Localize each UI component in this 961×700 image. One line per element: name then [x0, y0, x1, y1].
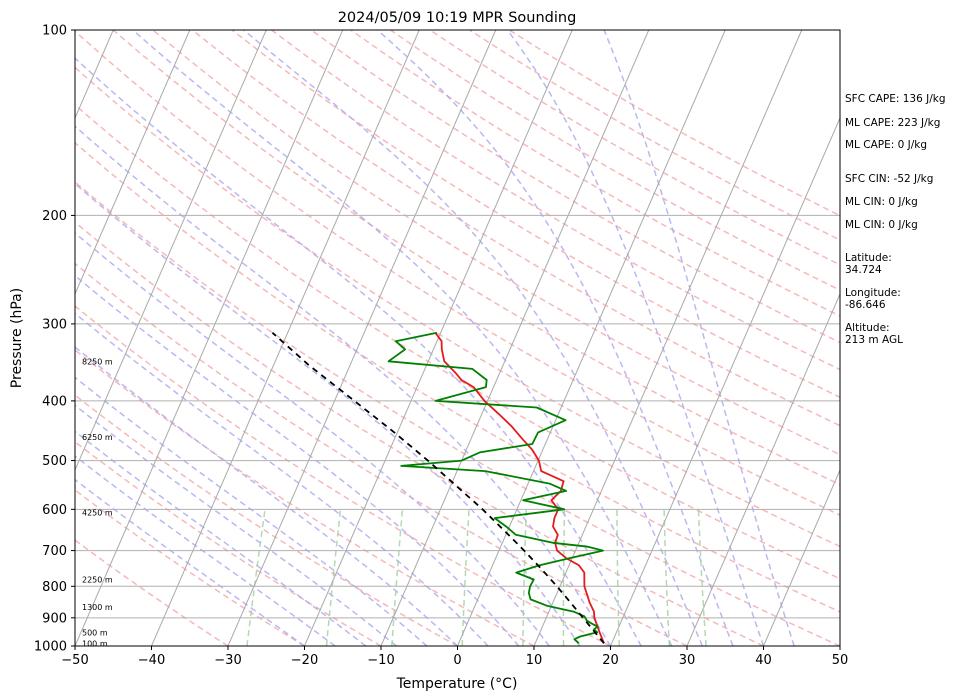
- moist-adiabat: [75, 430, 367, 646]
- sounding-parameters: SFC CAPE: 136 J/kg ML CAPE: 223 J/kg ML CA…: [845, 93, 946, 346]
- parameter-text: 213 m AGL: [845, 334, 903, 346]
- parameter-text: SFC CIN: -52 J/kg: [845, 173, 933, 185]
- y-axis-label: Pressure (hPa): [9, 288, 25, 388]
- parameter-text: ML CIN: 0 J/kg: [845, 219, 918, 231]
- dry-adiabat: [75, 181, 840, 646]
- height-label: 4250 m: [82, 508, 113, 517]
- isotherm: [380, 30, 650, 646]
- dry-adiabat: [75, 30, 840, 516]
- height-label: 500 m: [82, 628, 108, 637]
- y-tick-label: 400: [42, 394, 67, 409]
- sounding-profiles: [271, 331, 605, 644]
- dry-adiabat: [75, 348, 535, 646]
- y-tick-label: 300: [42, 317, 67, 332]
- moist-adiabat: [75, 346, 459, 646]
- y-tick-label: 200: [42, 209, 67, 224]
- dry-adiabat: [310, 30, 840, 344]
- parameter-text: ML CIN: 0 J/kg: [845, 196, 918, 208]
- dry-adiabat: [75, 66, 840, 548]
- temperature-profile: [434, 332, 605, 644]
- y-tick-label: 500: [42, 454, 67, 469]
- moist-adiabat: [75, 455, 336, 646]
- parameter-text: Latitude:: [845, 252, 892, 264]
- dewpoint-profile: [387, 331, 604, 644]
- x-tick-label: 30: [679, 653, 696, 668]
- height-label: 6250 m: [82, 433, 113, 442]
- y-tick-label: 1000: [34, 640, 67, 655]
- x-axis-label: Temperature (°C): [396, 676, 518, 692]
- chart-title: 2024/05/09 10:19 MPR Sounding: [338, 10, 577, 26]
- dry-adiabat: [152, 30, 840, 456]
- dry-adiabat: [75, 394, 458, 646]
- y-tick-label: 100: [42, 24, 67, 39]
- x-tick-label: 50: [832, 653, 849, 668]
- y-tick-label: 800: [42, 580, 67, 595]
- isotherm: [457, 30, 726, 646]
- moist-adiabat: [75, 57, 642, 646]
- parameter-text: ML CAPE: 223 J/kg: [845, 117, 940, 129]
- dry-adiabat: [75, 262, 688, 646]
- moist-adiabat: [75, 404, 397, 646]
- moist-adiabat: [506, 30, 765, 646]
- parcel-profile: [271, 332, 605, 644]
- moist-adiabat: [75, 376, 428, 646]
- parameter-text: ML CAPE: 0 J/kg: [845, 139, 927, 151]
- moist-adiabat: [75, 312, 489, 646]
- parameter-text: SFC CAPE: 136 J/kg: [845, 93, 946, 105]
- y-axis: 100 200 300 400 500 600 700 800 900 1000: [34, 24, 75, 655]
- x-axis: −50 −40 −30 −20 −10 0 10 20 30 40 50: [61, 646, 848, 668]
- x-tick-label: −50: [61, 653, 88, 668]
- dry-adiabat: [75, 489, 305, 646]
- isotherm: [686, 292, 840, 646]
- height-label: 100 m: [82, 639, 108, 648]
- y-tick-label: 600: [42, 503, 67, 518]
- isotherm: [610, 116, 840, 646]
- moist-adiabat: [75, 182, 581, 646]
- x-tick-label: −20: [291, 653, 318, 668]
- isotherm: [75, 30, 267, 472]
- x-tick-label: 40: [755, 653, 772, 668]
- y-tick-label: 700: [42, 544, 67, 559]
- y-tick-label: 900: [42, 611, 67, 626]
- dry-adiabat: [75, 103, 840, 580]
- x-tick-label: 0: [453, 653, 461, 668]
- height-label: 1300 m: [82, 603, 113, 612]
- x-tick-label: −10: [367, 653, 394, 668]
- moist-adiabat: [603, 30, 795, 646]
- height-labels: 100 m 500 m 1300 m 2250 m 4250 m 6250 m 8250 m: [82, 357, 113, 648]
- x-tick-label: −30: [214, 653, 241, 668]
- moist-adiabat: [75, 478, 305, 646]
- parameter-text: -86.646: [845, 299, 886, 311]
- moist-adiabat: [75, 232, 550, 646]
- parameter-text: Longitude:: [845, 287, 901, 299]
- isotherm: [151, 30, 420, 646]
- height-label: 2250 m: [82, 576, 113, 585]
- moist-adiabat: [75, 125, 612, 646]
- moist-adiabat: [75, 274, 520, 646]
- dry-adiabat: [75, 305, 611, 646]
- parameter-text: Altitude:: [845, 322, 890, 334]
- moist-adiabat: [243, 30, 703, 646]
- isotherm: [75, 30, 191, 296]
- moist-adiabat: [376, 30, 734, 646]
- background-lines: [75, 30, 840, 646]
- x-tick-label: −40: [138, 653, 165, 668]
- isotherm: [763, 468, 840, 646]
- dry-adiabat: [191, 30, 840, 427]
- parameter-text: 34.724: [845, 264, 882, 276]
- x-tick-label: 20: [602, 653, 619, 668]
- isotherm: [75, 30, 344, 646]
- isotherm: [227, 30, 497, 646]
- x-tick-label: 10: [526, 653, 543, 668]
- height-label: 8250 m: [82, 357, 113, 366]
- isotherm: [533, 30, 803, 646]
